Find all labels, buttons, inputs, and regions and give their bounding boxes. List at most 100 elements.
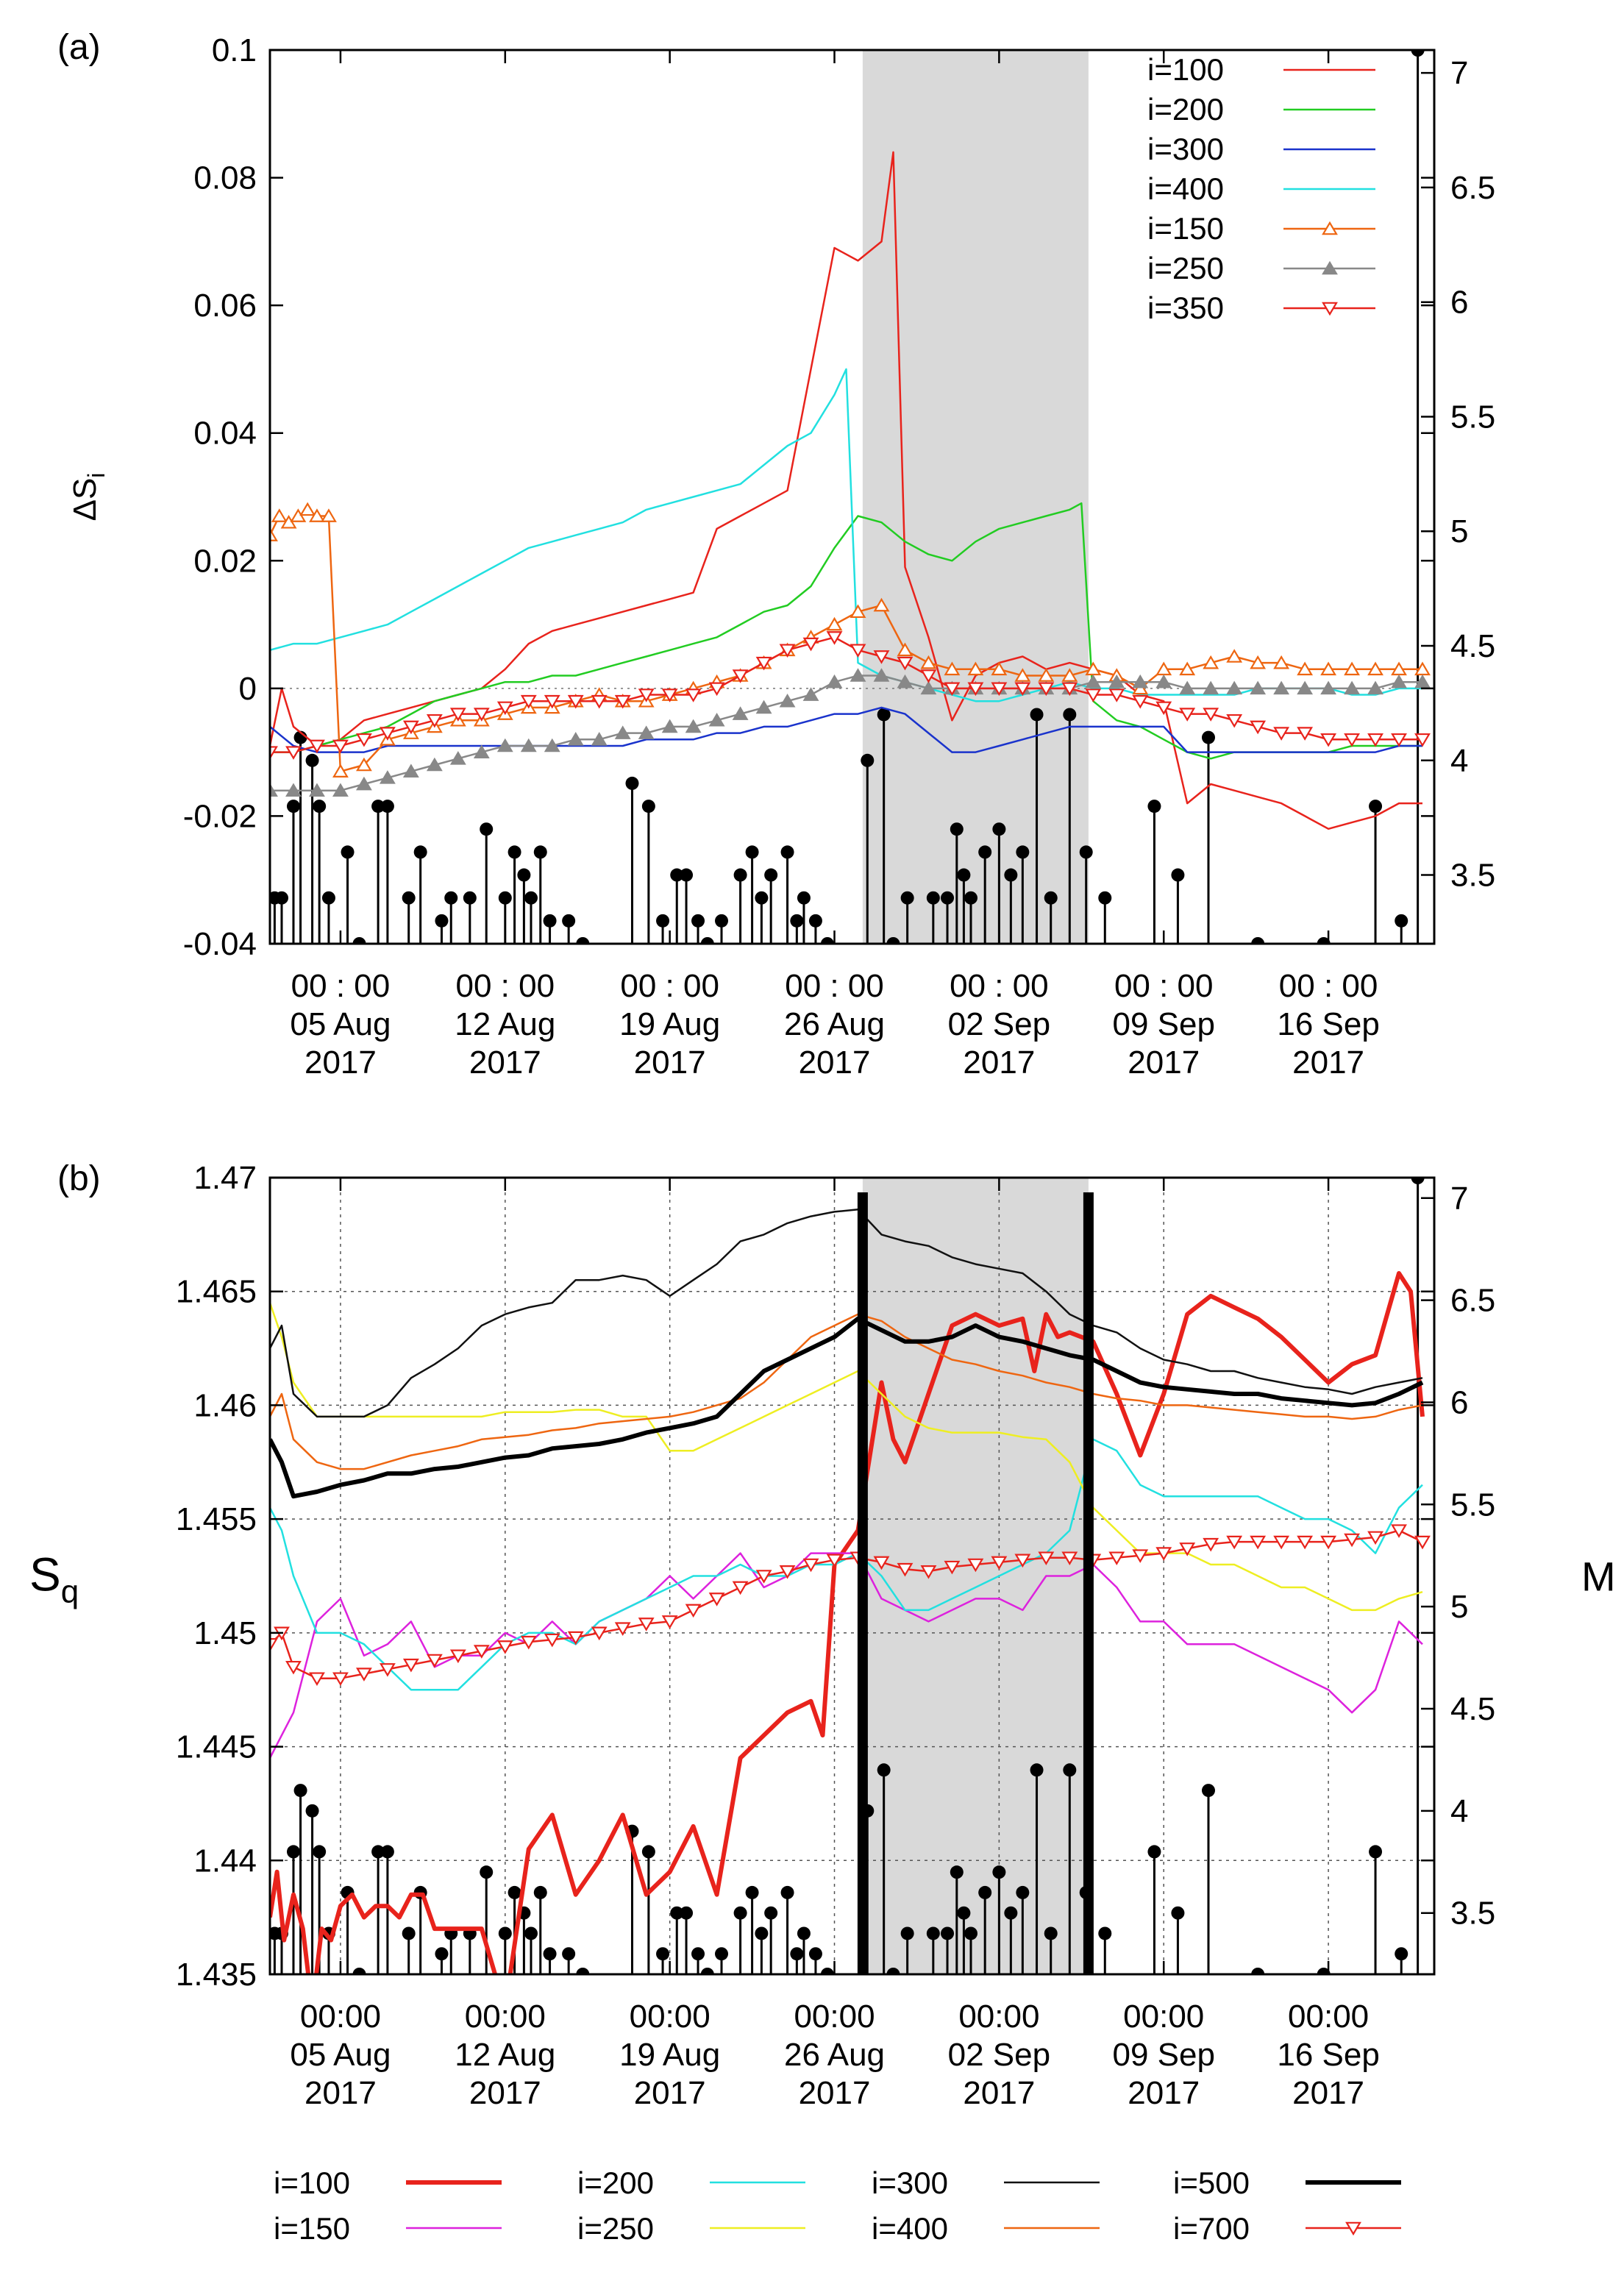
series-marker-i=350 xyxy=(1297,727,1314,741)
magnitude-point xyxy=(764,1906,778,1920)
x-tick-time-label: 00 : 00 xyxy=(1114,968,1214,1004)
series-marker-i=700 xyxy=(1320,1535,1337,1550)
legend-label-i=250: i=250 xyxy=(1147,251,1224,285)
series-marker-i=350 xyxy=(897,656,914,671)
bottom-legend-label-i=100: i=100 xyxy=(274,2166,350,2200)
series-marker-i=350 xyxy=(567,694,584,709)
magnitude-point xyxy=(978,1885,992,1899)
x-tick-time-label: 00 : 00 xyxy=(456,968,555,1004)
series-marker-i=700 xyxy=(1391,1524,1407,1538)
magnitude-point xyxy=(1201,1784,1215,1798)
series-marker-i=350 xyxy=(779,644,796,658)
magnitude-point xyxy=(1369,800,1383,814)
magnitude-point xyxy=(413,845,427,859)
magnitude-point xyxy=(1171,1906,1185,1920)
series-line-i=400 xyxy=(270,1313,1423,1470)
plot-area xyxy=(270,50,1431,944)
legend-marker-i=350 xyxy=(1322,302,1338,316)
magnitude-point xyxy=(444,891,458,905)
y-tick-label: 0 xyxy=(239,671,257,707)
series-marker-i=250 xyxy=(1367,680,1383,695)
series-marker-i=350 xyxy=(473,708,490,722)
series-marker-i=350 xyxy=(426,714,443,728)
magnitude-point xyxy=(691,914,705,928)
magnitude-point xyxy=(305,1804,319,1818)
series-marker-i=250 xyxy=(496,738,513,752)
series-marker-i=250 xyxy=(1273,680,1290,695)
x-tick-time-label: 00 : 00 xyxy=(950,968,1049,1004)
y-axis-title-main: ΔS xyxy=(67,478,103,522)
x-tick-year-label: 2017 xyxy=(304,2075,377,2111)
magnitude-point xyxy=(957,1906,971,1920)
magnitude-point xyxy=(435,1947,449,1961)
y2-tick-label: 5.5 xyxy=(1450,1487,1495,1523)
series-line-i=500 xyxy=(270,1316,1424,1499)
magnitude-point xyxy=(820,1968,834,1974)
magnitude-point xyxy=(700,1968,714,1974)
series-marker-i=150 xyxy=(271,508,288,522)
magnitude-point xyxy=(313,1845,327,1859)
series-line-i=200 xyxy=(270,502,1422,760)
series-marker-i=700 xyxy=(270,1638,278,1652)
magnitude-point xyxy=(480,1865,494,1879)
series-marker-i=250 xyxy=(1414,674,1431,688)
series-marker-i=250 xyxy=(1250,680,1267,695)
magnitude-point xyxy=(1147,1845,1161,1859)
series-marker-i=350 xyxy=(270,746,278,760)
y2-tick-label: 7 xyxy=(1450,1181,1468,1217)
magnitude-point xyxy=(1251,937,1265,944)
series-marker-i=250 xyxy=(355,776,372,791)
magnitude-point xyxy=(926,1926,940,1940)
magnitude-point xyxy=(745,845,759,859)
series-marker-i=700 xyxy=(1414,1535,1431,1550)
magnitude-point xyxy=(670,1906,684,1920)
magnitude-point xyxy=(380,1845,394,1859)
series-marker-i=700 xyxy=(1014,1554,1031,1568)
bottom-legend-label-i=300: i=300 xyxy=(872,2166,948,2200)
series-marker-i=700 xyxy=(1179,1542,1196,1556)
series-marker-i=350 xyxy=(826,631,843,645)
x-tick-year-label: 2017 xyxy=(634,2075,706,2111)
y-tick-label: 1.45 xyxy=(193,1615,257,1651)
x-tick-date-label: 19 Aug xyxy=(619,1006,720,1042)
magnitude-point xyxy=(808,914,822,928)
x-tick-date-label: 12 Aug xyxy=(455,1006,555,1042)
magnitude-point xyxy=(900,1926,914,1940)
series-marker-i=250 xyxy=(1203,680,1219,695)
magnitude-point xyxy=(1098,891,1112,905)
series-marker-i=250 xyxy=(614,725,631,739)
y-tick-label: 1.455 xyxy=(176,1501,257,1537)
magnitude-point xyxy=(1317,1968,1331,1974)
x-tick-time-label: 00 : 00 xyxy=(785,968,884,1004)
magnitude-point xyxy=(790,914,804,928)
series-marker-i=150 xyxy=(1273,655,1290,669)
series-marker-i=700 xyxy=(685,1604,702,1618)
magnitude-point xyxy=(877,1763,891,1777)
series-marker-i=700 xyxy=(967,1558,984,1573)
bottom-legend-marker-i=700 xyxy=(1345,2221,1361,2236)
bottom-legend-label-i=200: i=200 xyxy=(577,2166,654,2200)
magnitude-point xyxy=(755,891,769,905)
magnitude-point xyxy=(1369,1845,1383,1859)
y-tick-label: -0.02 xyxy=(183,798,257,834)
series-marker-i=250 xyxy=(873,668,890,682)
magnitude-point xyxy=(371,1845,385,1859)
series-marker-i=350 xyxy=(1344,733,1360,747)
series-line-i=250 xyxy=(270,675,1422,791)
series-marker-i=700 xyxy=(991,1556,1008,1570)
magnitude-point xyxy=(498,891,512,905)
y2-tick-label: 4.5 xyxy=(1450,628,1495,664)
magnitude-point xyxy=(926,891,940,905)
magnitude-point xyxy=(352,937,366,944)
magnitude-point xyxy=(498,1926,512,1940)
y2-tick-label: 6.5 xyxy=(1450,1283,1495,1319)
series-line-i=350 xyxy=(270,636,1422,753)
magnitude-point xyxy=(1063,708,1077,722)
magnitude-point xyxy=(641,800,655,814)
magnitude-point xyxy=(680,1906,694,1920)
series-marker-i=350 xyxy=(1085,688,1102,702)
series-marker-i=150 xyxy=(826,616,843,631)
x-tick-date-label: 16 Sep xyxy=(1277,1006,1379,1042)
series-marker-i=350 xyxy=(520,694,537,709)
